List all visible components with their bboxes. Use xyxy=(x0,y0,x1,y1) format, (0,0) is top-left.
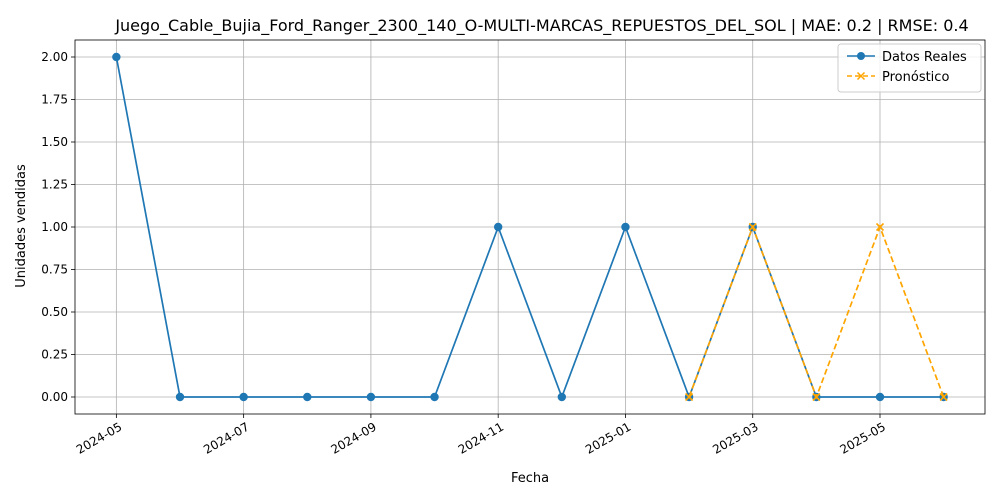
data-point-reales xyxy=(557,392,567,402)
data-point-reales xyxy=(621,222,630,232)
y-tick-label: 1.50 xyxy=(41,135,68,149)
data-point-reales xyxy=(303,392,312,402)
y-tick-label: 1.75 xyxy=(41,93,68,107)
data-point-reales xyxy=(112,52,121,62)
x-axis-label: Fecha xyxy=(511,471,549,486)
legend-marker-pronostico xyxy=(856,71,866,81)
data-point-reales xyxy=(366,392,376,402)
data-point-reales xyxy=(430,392,439,402)
y-tick-label: 1.00 xyxy=(41,220,68,234)
y-tick-label: 0.25 xyxy=(41,348,68,362)
legend-marker-reales xyxy=(857,52,865,60)
data-point-reales xyxy=(493,222,503,232)
y-tick-label: 0.50 xyxy=(41,305,68,319)
y-tick-label: 0.00 xyxy=(41,390,68,404)
data-point-pronostico xyxy=(812,392,821,402)
data-point-reales xyxy=(175,392,185,402)
y-axis-label: Unidades vendidas xyxy=(14,164,29,288)
chart-title: Juego_Cable_Bujia_Ford_Ranger_2300_140_O… xyxy=(114,16,968,36)
y-tick-label: 0.75 xyxy=(41,263,68,277)
data-point-pronostico xyxy=(939,392,948,402)
y-tick-label: 1.25 xyxy=(41,178,68,192)
data-point-pronostico xyxy=(875,222,885,232)
legend: Datos Reales Pronóstico xyxy=(837,43,982,93)
y-tick-label: 2.00 xyxy=(41,50,68,64)
plot-frame xyxy=(74,39,986,415)
data-point-pronostico xyxy=(685,392,694,402)
legend-label-reales: Datos Reales xyxy=(882,50,967,65)
data-point-pronostico xyxy=(748,222,757,232)
data-point-reales xyxy=(875,392,885,402)
series-line-reales xyxy=(115,56,944,400)
data-point-reales xyxy=(239,392,248,402)
legend-label-pronostico: Pronóstico xyxy=(882,70,949,85)
